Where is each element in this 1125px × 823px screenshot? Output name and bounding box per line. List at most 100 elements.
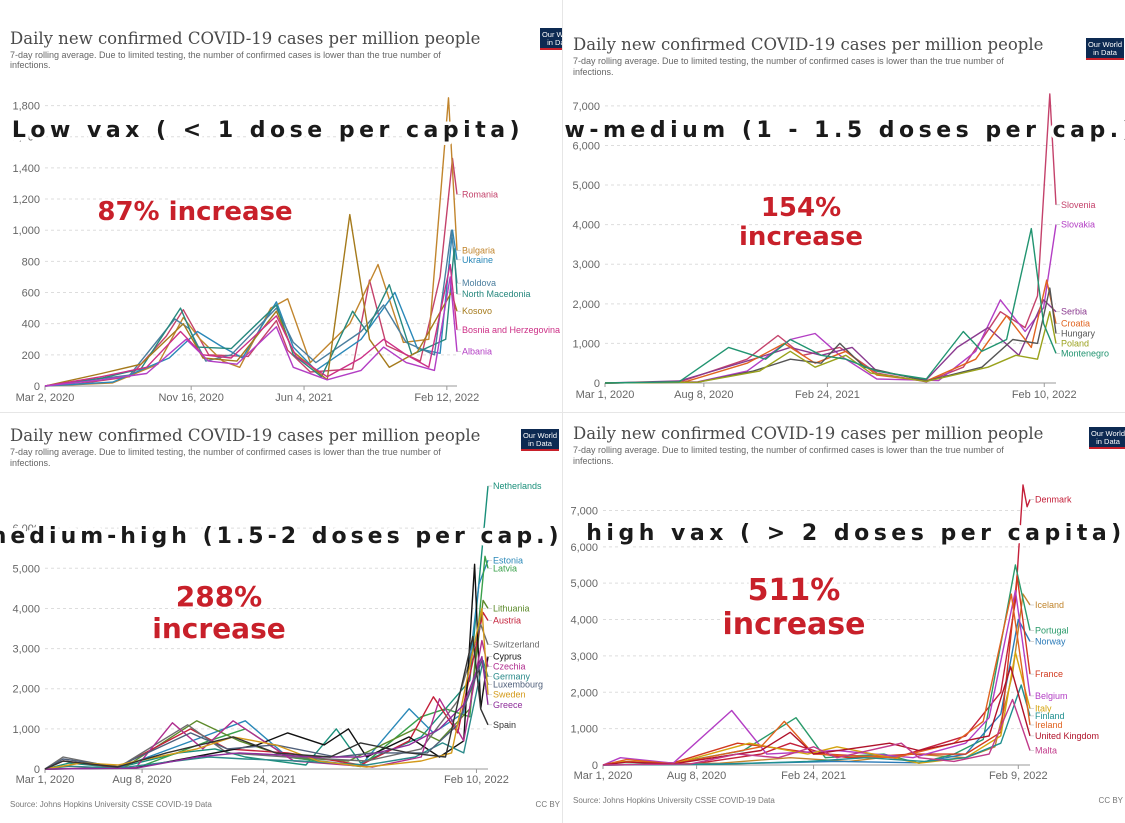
owid-logo-text: Our World (1088, 40, 1122, 49)
chart-license: CC BY (1099, 796, 1124, 805)
y-tick-label: 800 (22, 256, 40, 268)
x-tick-label: Mar 2, 2020 (16, 392, 75, 404)
legend-label-spain: Spain (493, 720, 516, 730)
legend-label-czechia: Czechia (493, 662, 526, 672)
chart-source: Source: Johns Hopkins University CSSE CO… (573, 796, 775, 805)
series-line-bulgaria (44, 97, 458, 387)
y-tick-label: 2,000 (572, 299, 600, 311)
legend-label-finland: Finland (1035, 711, 1065, 721)
legend-label-lithuania: Lithuania (493, 603, 530, 613)
series-line-montenegro (604, 227, 1057, 384)
y-tick-label: 7,000 (572, 101, 600, 113)
x-tick-label: Aug 8, 2020 (112, 774, 171, 786)
vaccination-group-label: low-medium (1 - 1.5 doses per cap.) (563, 118, 1125, 143)
legend-label-bosnia-and-herzegovina: Bosnia and Herzegovina (462, 325, 560, 335)
series-line-bosnia-and-herzegovina (44, 263, 458, 387)
owid-logo-background (1086, 38, 1124, 60)
owid-logo-stripe (540, 48, 562, 50)
chart-subtitle: 7-day rolling average. Due to limited te… (573, 445, 1004, 455)
legend-label-malta: Malta (1035, 745, 1057, 755)
series-line-malta (602, 698, 1031, 766)
y-tick-label: 1,000 (572, 338, 600, 350)
owid-logo-stripe (1086, 58, 1124, 60)
owid-logo-text: in Data (528, 439, 553, 448)
legend-label-italy: Italy (1035, 704, 1052, 714)
owid-logo-stripe (1089, 447, 1125, 449)
legend-label-bulgaria: Bulgaria (462, 245, 495, 255)
legend-label-serbia: Serbia (1061, 307, 1087, 317)
chart-subtitle: infections. (573, 67, 614, 77)
chart-subtitle: 7-day rolling average. Due to limited te… (10, 50, 441, 60)
legend-label-albania: Albania (462, 347, 492, 357)
x-tick-label: Mar 1, 2020 (574, 770, 633, 782)
series-line-hungary (604, 287, 1057, 384)
series-line-sweden (44, 607, 489, 770)
legend-label-portugal: Portugal (1035, 625, 1069, 635)
series-line-cyprus (44, 563, 489, 770)
legend-label-ukraine: Ukraine (462, 255, 493, 265)
y-tick-label: 200 (22, 350, 40, 362)
x-tick-label: Aug 8, 2020 (667, 770, 726, 782)
chart-subtitle: infections. (10, 60, 51, 70)
legend-label-iceland: Iceland (1035, 600, 1064, 610)
chart-svg-low-medium: Daily new confirmed COVID-19 cases per m… (563, 35, 1125, 401)
y-tick-label: 3,000 (12, 644, 40, 656)
owid-logo-background (540, 28, 562, 50)
x-tick-label: Feb 12, 2022 (414, 392, 479, 404)
y-tick-label: 2,000 (12, 684, 40, 696)
series-line-luxembourg (44, 659, 489, 770)
vaccination-group-label: Low vax ( < 1 dose per capita) (12, 118, 524, 143)
x-tick-label: Feb 24, 2021 (781, 770, 846, 782)
increase-annotation: 288% (176, 580, 263, 613)
vaccination-group-label: medium-high (1.5-2 doses per cap.) (0, 524, 562, 549)
series-line-spain (44, 635, 489, 770)
chart-panel-low-vax: Daily new confirmed COVID-19 cases per m… (0, 0, 562, 412)
series-line-romania (44, 157, 458, 387)
increase-annotation: increase (739, 222, 863, 252)
owid-logo-text: in Data (1096, 437, 1121, 446)
chart-panel-medium-high: Daily new confirmed COVID-19 cases per m… (0, 413, 562, 823)
y-tick-label: 1,200 (12, 194, 40, 206)
owid-logo-text: Our World (523, 431, 557, 440)
y-tick-label: 5,000 (570, 578, 598, 590)
legend-label-ireland: Ireland (1035, 720, 1063, 730)
legend-label-hungary: Hungary (1061, 329, 1096, 339)
x-tick-label: Mar 1, 2020 (576, 389, 635, 401)
legend-label-kosovo: Kosovo (462, 306, 492, 316)
legend-label-luxembourg: Luxembourg (493, 680, 543, 690)
x-tick-label: Nov 16, 2020 (158, 392, 223, 404)
owid-logo-background (521, 429, 559, 451)
legend-label-poland: Poland (1061, 338, 1089, 348)
x-tick-label: Mar 1, 2020 (16, 774, 75, 786)
legend-label-germany: Germany (493, 672, 531, 682)
owid-logo-background (1089, 427, 1125, 449)
series-line-ukraine (44, 229, 458, 387)
legend-label-romania: Romania (462, 189, 498, 199)
series-line-poland (604, 311, 1057, 384)
legend-label-greece: Greece (493, 700, 523, 710)
chart-svg-medium-high: Daily new confirmed COVID-19 cases per m… (0, 426, 562, 809)
series-line-moldova (44, 229, 458, 387)
y-tick-label: 5,000 (572, 180, 600, 192)
y-tick-label: 0 (34, 764, 40, 776)
legend-label-latvia: Latvia (493, 563, 517, 573)
y-tick-label: 4,000 (12, 603, 40, 615)
y-tick-label: 0 (594, 378, 600, 390)
legend-label-france: France (1035, 669, 1063, 679)
y-tick-label: 0 (34, 381, 40, 393)
legend-label-slovakia: Slovakia (1061, 220, 1095, 230)
y-tick-label: 1,000 (570, 724, 598, 736)
series-line-lithuania (44, 599, 489, 770)
increase-annotation: 87% increase (97, 197, 292, 227)
chart-svg-high-vax: Daily new confirmed COVID-19 cases per m… (570, 424, 1125, 805)
series-line-north-macedonia (44, 248, 458, 387)
owid-logo-stripe (521, 449, 559, 451)
chart-title: Daily new confirmed COVID-19 cases per m… (573, 35, 1043, 54)
y-tick-label: 5,000 (12, 563, 40, 575)
owid-logo-text: Our World (1091, 429, 1125, 438)
y-tick-label: 1,600 (12, 132, 40, 144)
legend-label-montenegro: Montenegro (1061, 348, 1109, 358)
chart-panel-high-vax: Daily new confirmed COVID-19 cases per m… (563, 413, 1125, 823)
chart-subtitle: 7-day rolling average. Due to limited te… (573, 56, 1004, 66)
